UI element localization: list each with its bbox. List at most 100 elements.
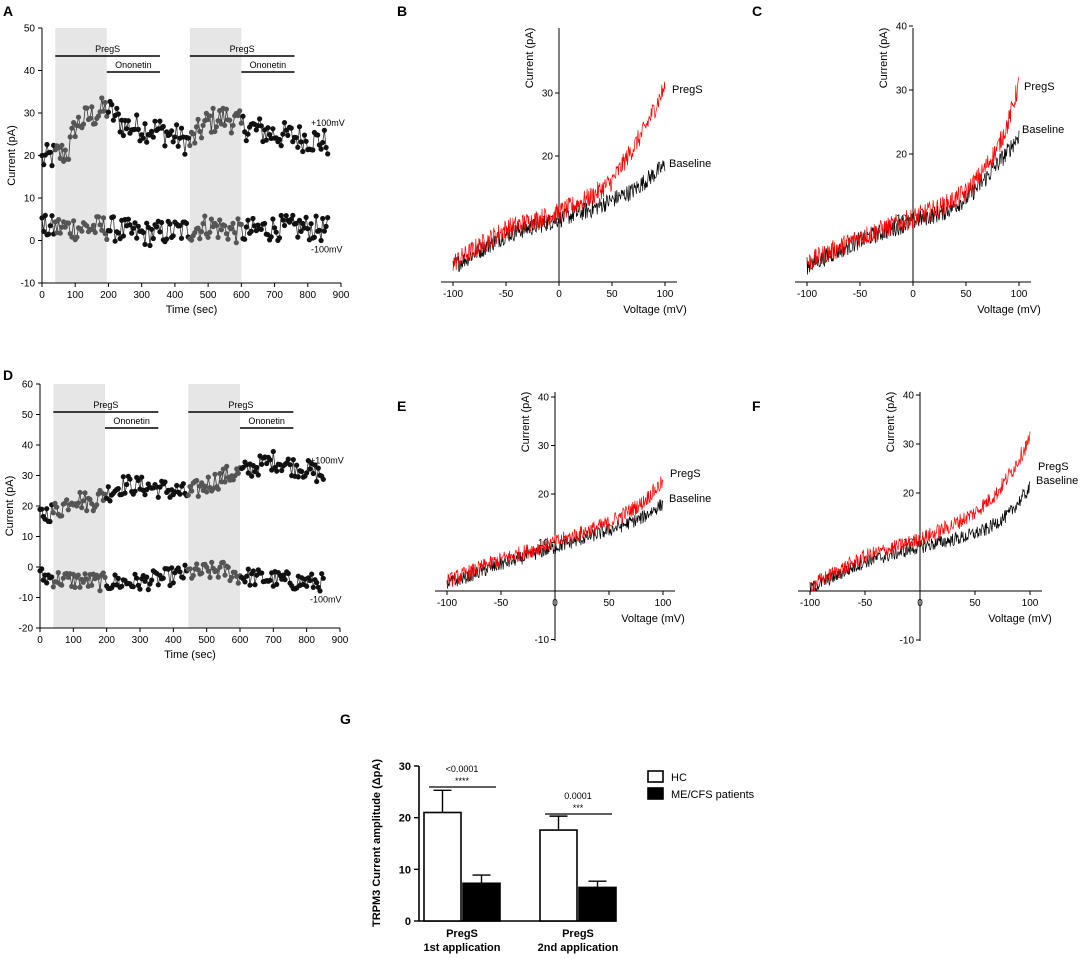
y-tick-label: 30 <box>538 441 550 452</box>
data-point <box>110 117 116 123</box>
data-point <box>228 130 234 136</box>
data-point <box>320 476 326 482</box>
data-point <box>89 104 95 110</box>
data-point <box>75 114 82 120</box>
x-tick-label: 100 <box>655 598 672 609</box>
data-point <box>75 572 81 578</box>
y-tick-label: 40 <box>903 391 915 402</box>
data-point <box>222 122 228 128</box>
y-tick-label: 50 <box>24 24 36 35</box>
data-point <box>205 474 211 480</box>
data-point <box>274 468 280 474</box>
data-point <box>178 235 185 241</box>
data-point <box>112 572 118 578</box>
data-point <box>149 226 155 232</box>
x-tick-label: -50 <box>858 598 873 609</box>
data-point <box>212 471 218 477</box>
data-point <box>46 231 52 237</box>
data-point <box>47 518 53 525</box>
legend-swatch-hc <box>647 770 664 783</box>
data-point <box>89 582 95 588</box>
data-point <box>318 237 324 244</box>
x-tick-label: 100 <box>1011 289 1028 300</box>
data-point <box>66 220 72 226</box>
data-point <box>188 237 195 243</box>
data-point <box>310 147 316 153</box>
data-point <box>210 105 216 111</box>
data-point <box>274 581 280 588</box>
data-point <box>259 461 265 467</box>
panel-label: F <box>752 398 761 414</box>
x-tick-label: 800 <box>298 635 315 646</box>
x-tick-label: -50 <box>494 598 509 609</box>
y-tick-label: -10 <box>535 635 550 646</box>
y-tick-label: 0 <box>29 236 35 247</box>
data-point <box>272 225 278 231</box>
data-point <box>132 488 138 494</box>
application-label: Ononetin <box>248 416 285 426</box>
data-point <box>77 584 83 590</box>
panel-g: G 0 10 20 30 TRPM3 Current amplitude (ΔpA) Pre… <box>340 711 755 954</box>
x-tick-label: 400 <box>165 635 182 646</box>
data-point <box>213 124 219 130</box>
data-point <box>213 222 219 228</box>
x-axis-label: Voltage (mV) <box>623 304 687 316</box>
data-point <box>57 230 63 236</box>
x-tick-label: 500 <box>200 290 217 301</box>
data-point <box>243 138 249 144</box>
legend-label-patients: ME/CFS patients <box>671 789 755 801</box>
data-point <box>82 490 88 496</box>
data-point <box>305 458 311 464</box>
x-tick-label: 300 <box>133 290 150 301</box>
data-point <box>307 577 313 584</box>
x-tick-label: -100 <box>800 598 820 609</box>
legend-label-hc: HC <box>671 772 687 784</box>
data-point <box>137 586 143 592</box>
data-point <box>140 229 146 236</box>
data-point <box>92 121 98 127</box>
data-point <box>169 565 175 571</box>
data-point <box>74 234 80 240</box>
data-point <box>125 118 131 124</box>
data-point <box>84 576 90 582</box>
x-tick-label: 600 <box>233 290 250 301</box>
data-point <box>60 575 66 581</box>
data-point <box>115 575 121 582</box>
y-tick-label: 10 <box>24 194 36 205</box>
data-point <box>120 132 126 139</box>
data-point <box>207 113 213 119</box>
pregs-trace <box>806 76 1020 270</box>
data-point <box>174 482 180 489</box>
panel-label: C <box>752 3 762 19</box>
data-point <box>223 231 229 237</box>
panel-label: G <box>340 711 351 727</box>
data-point <box>183 220 190 226</box>
data-point <box>267 577 273 583</box>
data-point <box>207 229 213 235</box>
data-point <box>194 477 200 484</box>
data-point <box>170 139 176 145</box>
x-tick-label: 600 <box>232 635 249 646</box>
data-point <box>54 504 60 510</box>
data-point <box>130 584 136 590</box>
data-point <box>175 143 181 149</box>
data-point <box>217 217 223 223</box>
x-tick-label: -50 <box>499 289 514 300</box>
data-point <box>72 584 78 591</box>
data-point <box>273 229 279 235</box>
data-point <box>290 139 296 145</box>
data-point <box>195 493 201 499</box>
data-point <box>207 574 213 581</box>
data-point <box>155 582 161 588</box>
category-label: PregS <box>562 928 594 940</box>
data-point <box>62 224 68 230</box>
data-point <box>132 571 138 577</box>
baseline-label: Baseline <box>669 158 711 170</box>
data-point <box>199 570 205 576</box>
data-point <box>240 113 246 119</box>
data-point <box>323 144 329 151</box>
data-point <box>135 223 141 229</box>
pregs-label: PregS <box>670 468 701 480</box>
